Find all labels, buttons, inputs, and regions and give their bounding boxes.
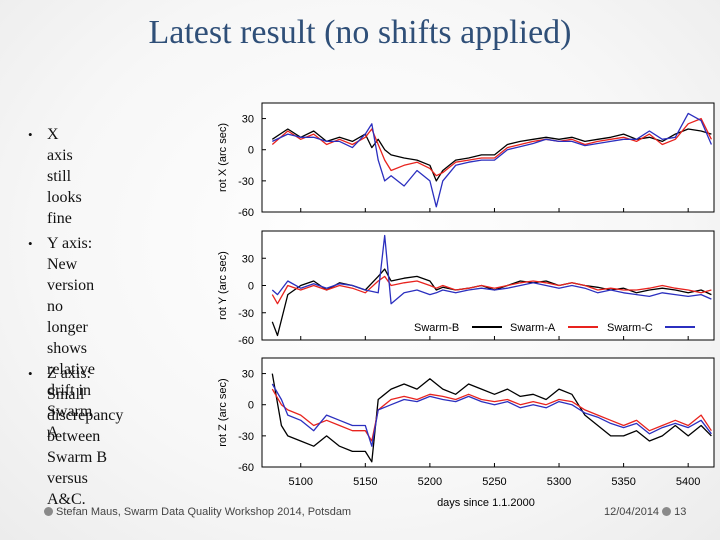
x-tick-label: 5100	[289, 476, 313, 488]
footer-text: Stefan Maus, Swarm Data Quality Workshop…	[56, 506, 352, 518]
series-line-x-swarm-b	[271, 128, 712, 182]
series-line-x-swarm-a	[271, 117, 712, 177]
series-line-z-swarm-b	[271, 373, 712, 463]
y-tick-label: -60	[238, 207, 254, 219]
y-tick-label: 30	[242, 369, 254, 381]
y-axis-label-z: rot Z (arc sec)	[217, 378, 229, 446]
y-axis-label-y: rot Y (arc sec)	[217, 251, 229, 320]
y-tick-label: 0	[248, 400, 254, 412]
y-tick-label: 0	[248, 281, 254, 293]
y-tick-label: 30	[242, 253, 254, 265]
plot-frame-z	[261, 357, 715, 468]
footer-date-page: 12/04/2014 13	[604, 506, 686, 518]
bullet-dot-icon: •	[28, 236, 33, 251]
y-tick-label: -60	[238, 462, 254, 474]
x-tick-label: 5300	[547, 476, 571, 488]
x-tick-label: 5150	[353, 476, 377, 488]
footer-date: 12/04/2014	[604, 506, 660, 518]
series-line-z-swarm-c	[271, 383, 712, 447]
y-axis-label-x: rot X (arc sec)	[217, 123, 229, 192]
legend-label: Swarm-B	[414, 322, 459, 334]
x-tick-label: 5200	[418, 476, 442, 488]
bullet-text: Z axis: Small discrepancy between Swarm …	[47, 365, 124, 508]
series-line-x-swarm-c	[272, 112, 712, 208]
x-tick-label: 5400	[676, 476, 700, 488]
bullet-text: Y axis: New version no longer shows rela…	[47, 235, 95, 441]
bullet-text: X axis still looks fine	[47, 126, 82, 227]
plot-frame-y	[261, 230, 715, 341]
slide-title: Latest result (no shifts applied)	[148, 14, 572, 51]
y-tick-label: -60	[238, 335, 254, 347]
x-axis-label: days since 1.1.2000	[437, 497, 535, 509]
series-line-y-swarm-a	[271, 275, 712, 305]
footer-credit: Stefan Maus, Swarm Data Quality Workshop…	[44, 506, 351, 518]
bullet-dot-icon: •	[28, 366, 33, 381]
y-tick-label: 0	[248, 145, 254, 157]
footer-dot-icon	[662, 507, 672, 516]
y-tick-label: 30	[242, 114, 254, 126]
y-tick-label: -30	[238, 308, 254, 320]
x-tick-label: 5350	[611, 476, 635, 488]
legend-label: Swarm-C	[607, 322, 653, 334]
y-tick-label: -30	[238, 176, 254, 188]
footer-dot-icon	[44, 507, 53, 516]
y-tick-label: -30	[238, 431, 254, 443]
page-number: 13	[674, 506, 687, 518]
series-line-y-swarm-c	[271, 234, 712, 305]
bullet-dot-icon: •	[28, 127, 33, 142]
series-line-z-swarm-a	[271, 388, 712, 442]
legend-label: Swarm-A	[510, 322, 556, 334]
x-tick-label: 5250	[482, 476, 506, 488]
